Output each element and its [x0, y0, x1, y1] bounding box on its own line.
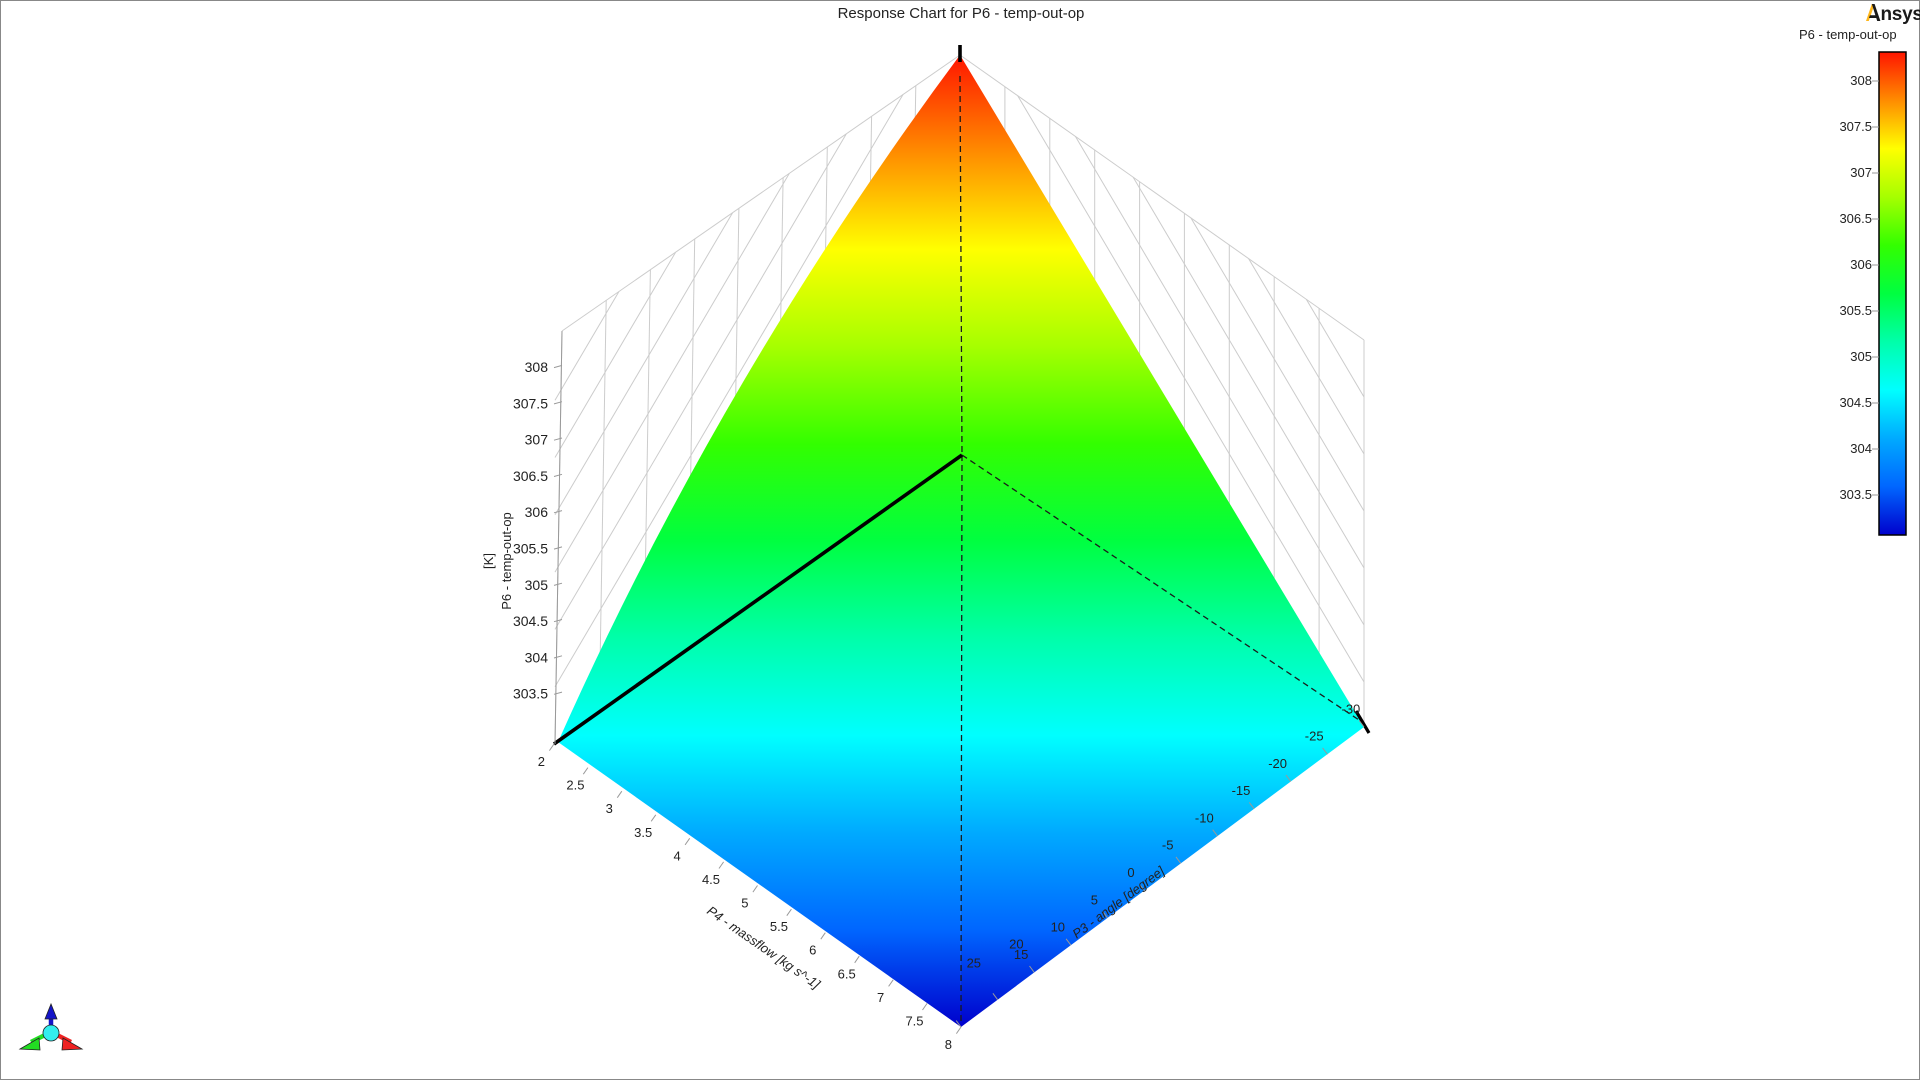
svg-text:3: 3 [606, 801, 613, 816]
svg-text:305.5: 305.5 [513, 541, 548, 557]
svg-text:5: 5 [741, 896, 748, 911]
svg-text:305: 305 [525, 577, 549, 593]
svg-text:306: 306 [525, 504, 549, 520]
svg-text:304.5: 304.5 [1839, 395, 1872, 410]
svg-text:-20: -20 [1268, 756, 1287, 771]
svg-text:5: 5 [1091, 892, 1098, 907]
svg-text:303.5: 303.5 [513, 686, 548, 702]
svg-text:6: 6 [809, 943, 816, 958]
svg-text:[K]: [K] [481, 553, 496, 569]
svg-text:25: 25 [967, 956, 981, 971]
svg-text:305.5: 305.5 [1839, 303, 1872, 318]
svg-text:7.5: 7.5 [905, 1014, 923, 1029]
svg-text:P6 - temp-out-op: P6 - temp-out-op [1799, 27, 1897, 42]
svg-text:-25: -25 [1305, 729, 1324, 744]
svg-text:8: 8 [945, 1037, 952, 1052]
svg-text:6.5: 6.5 [838, 966, 856, 981]
svg-text:307: 307 [1850, 165, 1872, 180]
svg-text:306.5: 306.5 [1839, 211, 1872, 226]
svg-text:15: 15 [1014, 947, 1028, 962]
svg-text:306.5: 306.5 [513, 468, 548, 484]
svg-text:P6 - temp-out-op: P6 - temp-out-op [499, 512, 514, 610]
svg-text:-15: -15 [1232, 783, 1251, 798]
svg-text:4: 4 [673, 848, 680, 863]
svg-text:304.5: 304.5 [513, 613, 548, 629]
svg-text:7: 7 [877, 990, 884, 1005]
svg-text:307.5: 307.5 [1839, 119, 1872, 134]
svg-text:10: 10 [1051, 920, 1065, 935]
svg-text:3.5: 3.5 [634, 825, 652, 840]
svg-text:nsys: nsys [1881, 4, 1920, 25]
svg-text:5.5: 5.5 [770, 919, 788, 934]
svg-text:308: 308 [1850, 73, 1872, 88]
svg-text:2.5: 2.5 [566, 778, 584, 793]
svg-text:305: 305 [1850, 349, 1872, 364]
svg-text:0: 0 [1127, 865, 1134, 880]
svg-text:304: 304 [1850, 441, 1872, 456]
svg-text:-5: -5 [1162, 838, 1174, 853]
svg-text:4.5: 4.5 [702, 872, 720, 887]
svg-text:303.5: 303.5 [1839, 487, 1872, 502]
svg-text:-30: -30 [1342, 701, 1361, 716]
svg-text:2: 2 [538, 754, 545, 769]
svg-text:304: 304 [525, 649, 549, 665]
svg-text:306: 306 [1850, 257, 1872, 272]
svg-text:307: 307 [525, 432, 549, 448]
svg-text:308: 308 [525, 359, 549, 375]
svg-text:-10: -10 [1195, 810, 1214, 825]
svg-text:307.5: 307.5 [513, 395, 548, 411]
